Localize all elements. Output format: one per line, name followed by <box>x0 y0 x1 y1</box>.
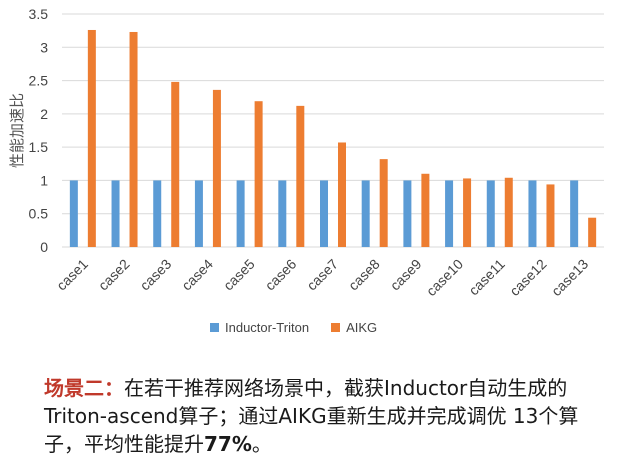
caption-suffix: 。 <box>251 432 272 456</box>
legend-item-aikg: AIKG <box>331 320 377 335</box>
x-tick-label: case2 <box>95 256 133 294</box>
bar-aikg <box>504 177 513 247</box>
bar-aikg <box>212 89 221 248</box>
x-tick-label: case4 <box>178 256 216 294</box>
x-tick-label: case3 <box>137 256 175 294</box>
legend-item-inductor: Inductor-Triton <box>210 320 309 335</box>
bar-inductor-triton <box>236 180 245 247</box>
legend-swatch-aikg <box>331 323 341 332</box>
bar-aikg <box>379 159 388 247</box>
bar-aikg <box>463 178 472 247</box>
x-tick-label: case13 <box>548 256 591 299</box>
caption-body: 在若干推荐网络场景中，截获Inductor自动生成的Triton-ascend算… <box>44 376 579 456</box>
x-tick-label: case11 <box>465 256 508 299</box>
caption-percent: 77% <box>204 432 252 456</box>
bar-aikg <box>588 217 597 247</box>
bar-aikg <box>296 105 305 248</box>
bar-inductor-triton <box>528 180 537 247</box>
bar-aikg <box>171 81 180 247</box>
bar-aikg <box>254 101 263 247</box>
bar-aikg <box>421 173 430 247</box>
bar-inductor-triton <box>570 180 579 247</box>
x-tick-label: case8 <box>345 256 383 294</box>
x-tick-label: case12 <box>506 256 549 299</box>
legend-swatch-inductor <box>210 323 219 332</box>
y-axis-label: 性能加速比 <box>8 93 26 168</box>
x-tick-label: case6 <box>262 256 300 294</box>
y-tick-label: 2.5 <box>29 73 49 89</box>
bar-inductor-triton <box>445 180 454 247</box>
bar-aikg <box>129 31 138 247</box>
legend-label-aikg: AIKG <box>346 320 378 335</box>
bar-inductor-triton <box>278 180 287 247</box>
bar-inductor-triton <box>403 180 412 247</box>
y-tick-label: 3 <box>40 39 48 55</box>
y-tick-label: 0.5 <box>29 206 49 222</box>
bar-inductor-triton <box>194 180 203 247</box>
y-tick-label: 0 <box>40 239 48 255</box>
y-tick-label: 2 <box>40 106 48 122</box>
bar-inductor-triton <box>111 180 120 247</box>
x-tick-label: case5 <box>220 256 258 294</box>
y-tick-label: 1 <box>40 172 48 188</box>
bar-inductor-triton <box>320 180 328 247</box>
bar-inductor-triton <box>361 180 370 247</box>
legend-label-inductor: Inductor-Triton <box>225 320 310 335</box>
bar-aikg <box>338 142 346 247</box>
bar-aikg <box>87 29 96 247</box>
bar-inductor-triton <box>153 180 162 247</box>
x-tick-label: case9 <box>387 256 425 294</box>
y-tick-label: 1.5 <box>29 139 49 155</box>
x-tick-label: case1 <box>53 256 91 294</box>
bar-inductor-triton <box>69 180 78 247</box>
caption-text: 场景二：在若干推荐网络场景中，截获Inductor自动生成的Triton-asc… <box>44 374 604 458</box>
bar-inductor-triton <box>486 180 495 247</box>
y-tick-label: 3.5 <box>29 6 49 22</box>
caption-prefix: 场景二： <box>44 376 124 400</box>
x-tick-label: case7 <box>303 256 341 294</box>
chart-legend: Inductor-Triton AIKG <box>210 320 377 335</box>
bar-aikg <box>546 184 555 247</box>
x-tick-label: case10 <box>423 256 466 299</box>
